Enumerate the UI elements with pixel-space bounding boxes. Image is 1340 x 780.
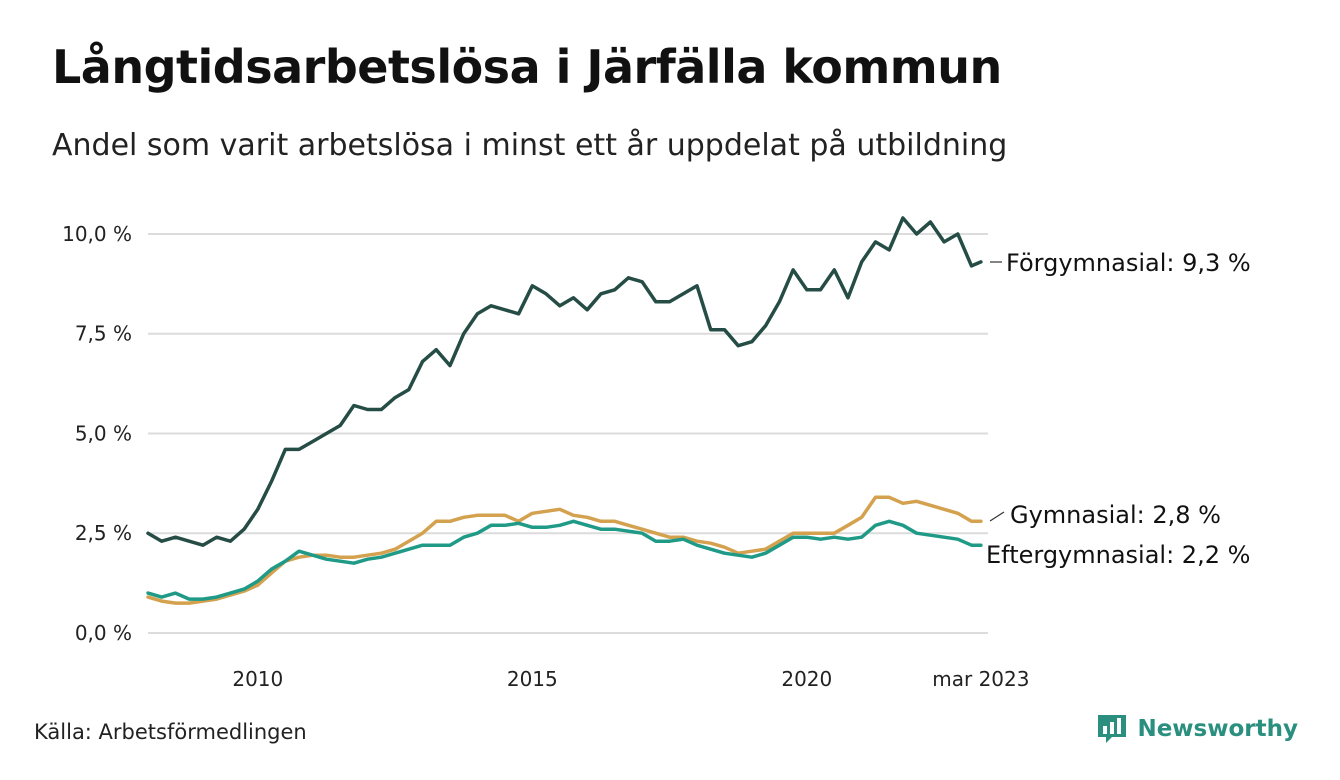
series-lines <box>146 216 983 605</box>
x-tick-label: 2020 <box>781 667 832 691</box>
brand-logo: Newsworthy <box>1095 712 1298 746</box>
x-tick-label: 2010 <box>232 667 283 691</box>
series-end-label: Förgymnasial: 9,3 % <box>1006 249 1251 277</box>
y-tick-label: 10,0 % <box>62 222 132 246</box>
x-tick-label: 2015 <box>507 667 558 691</box>
y-tick-label: 2,5 % <box>75 521 132 545</box>
y-tick-label: 5,0 % <box>75 421 132 445</box>
series-line-eftergymnasial <box>146 519 983 601</box>
source-note: Källa: Arbetsförmedlingen <box>34 720 307 744</box>
line-chart: 0,0 % 2,5 % 5,0 % 7,5 % 10,0 % 2010 2015 2020 m… <box>62 216 1251 691</box>
y-axis-ticks: 0,0 % 2,5 % 5,0 % 7,5 % 10,0 % <box>62 222 132 645</box>
series-end-label: Eftergymnasial: 2,2 % <box>986 541 1250 569</box>
bar-chart-bubble-icon <box>1098 715 1127 743</box>
series-end-labels: Förgymnasial: 9,3 % Gymnasial: 2,8 % Efter… <box>986 249 1251 569</box>
chart-subtitle: Andel som varit arbetslösa i minst ett å… <box>52 128 1008 163</box>
series-line-gymnasial <box>146 495 983 605</box>
grid-lines <box>148 232 988 634</box>
x-tick-label: mar 2023 <box>932 667 1029 691</box>
x-axis-ticks: 2010 2015 2020 mar 2023 <box>232 667 1029 691</box>
y-tick-label: 0,0 % <box>75 621 132 645</box>
chart-title: Långtidsarbetslösa i Järfälla kommun <box>52 40 1002 94</box>
y-tick-label: 7,5 % <box>75 322 132 346</box>
brand-name: Newsworthy <box>1137 716 1298 742</box>
series-end-label: Gymnasial: 2,8 % <box>1010 501 1221 529</box>
series-line-förgymnasial <box>146 216 983 547</box>
label-connector <box>989 511 1005 522</box>
